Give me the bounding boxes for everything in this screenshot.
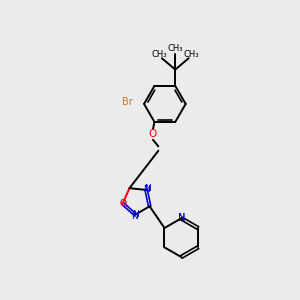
Text: N: N	[144, 184, 151, 193]
Text: O: O	[119, 199, 126, 208]
Text: N: N	[132, 210, 139, 219]
Text: O: O	[149, 129, 157, 140]
Text: N: N	[143, 185, 149, 194]
Text: O: O	[119, 199, 126, 208]
Text: N: N	[178, 213, 185, 224]
Text: CH₃: CH₃	[184, 50, 200, 58]
Text: Br: Br	[122, 98, 133, 107]
Text: CH₃: CH₃	[167, 44, 183, 53]
Text: N: N	[131, 212, 138, 221]
Text: CH₃: CH₃	[151, 50, 167, 58]
Text: N: N	[178, 213, 185, 223]
